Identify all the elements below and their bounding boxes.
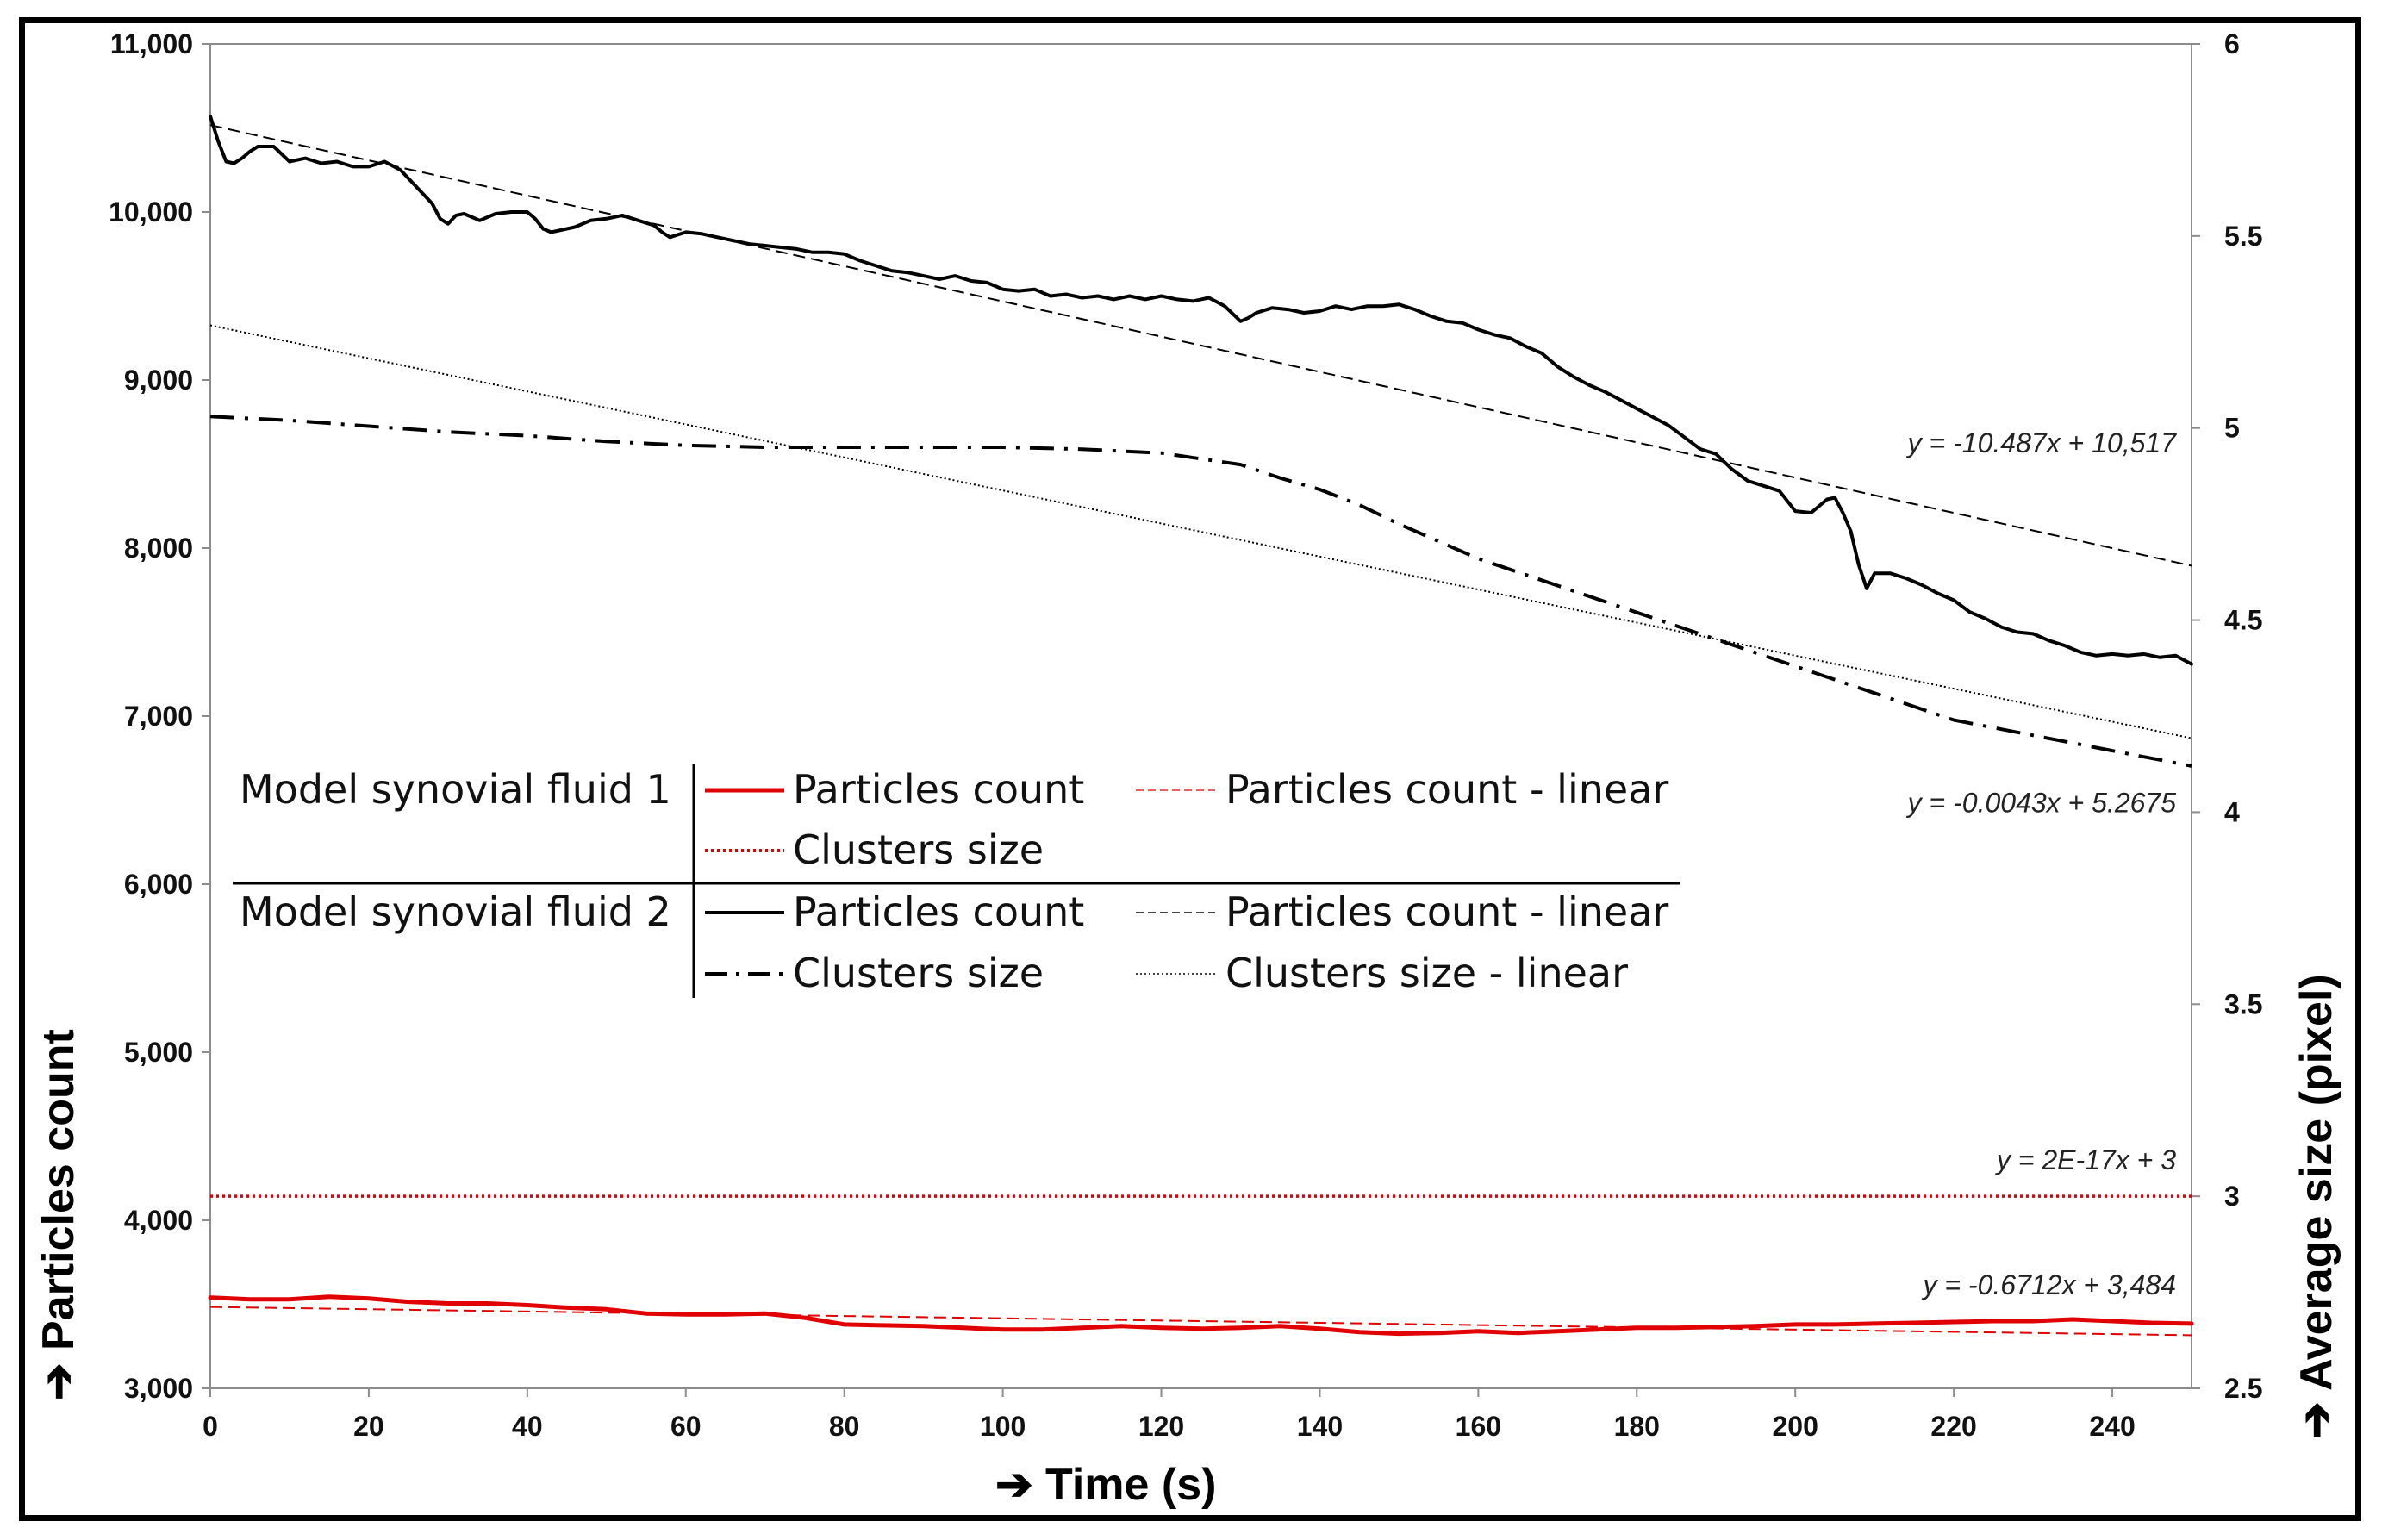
y-tick-label: 3,000	[124, 1373, 193, 1404]
x-tick-label: 80	[829, 1411, 860, 1442]
y2-tick-label: 3	[2224, 1181, 2240, 1212]
legend: Model synovial fluid 1 Model synovial fl…	[233, 764, 1680, 998]
chart-frame	[19, 17, 2361, 1521]
y2-tick-label: 4.5	[2224, 605, 2262, 636]
x-tick-label: 0	[203, 1411, 218, 1442]
tick-layer: 0 20 40 60 80 100 120 140 160 180 200 220 240 3,000 4,…	[109, 28, 2262, 1442]
x-tick-label: 60	[670, 1411, 702, 1442]
legend-label-fluid2-particles-linear: Particles count - linear	[1225, 888, 1668, 935]
legend-label-fluid2-particles: Particles count	[793, 888, 1084, 935]
series-line-2	[209, 415, 2192, 768]
series-line-1	[209, 124, 2192, 567]
y2-tick-label: 6	[2224, 28, 2240, 59]
equation-annotation: y = -0.0043x + 5.2675	[1906, 787, 2177, 818]
series-line-5	[209, 1306, 2192, 1337]
x-tick-label: 140	[1297, 1411, 1343, 1442]
legend-label-fluid1-particles: Particles count	[793, 766, 1084, 813]
plot-area	[209, 43, 2192, 1389]
legend-group-2-name: Model synovial fluid 2	[240, 888, 671, 935]
equation-annotation: y = -0.6712x + 3,484	[1921, 1269, 2176, 1300]
series-line-3	[209, 324, 2192, 739]
y2-axis-arrow-icon: ➔	[2292, 1391, 2341, 1439]
y-tick-label: 10,000	[109, 196, 193, 228]
y-tick-label: 8,000	[124, 533, 193, 564]
series-layer	[208, 114, 2194, 1337]
x-tick-label: 240	[2089, 1411, 2135, 1442]
series-line-4	[208, 1294, 2194, 1337]
x-axis-title: ➔ Time (s)	[995, 1460, 1216, 1510]
x-tick-label: 220	[1930, 1411, 1976, 1442]
legend-label-fluid2-clusters-linear: Clusters size - linear	[1225, 950, 1628, 996]
y2-tick-label: 2.5	[2224, 1373, 2262, 1404]
x-tick-label: 40	[512, 1411, 543, 1442]
legend-label-fluid1-particles-linear: Particles count - linear	[1225, 766, 1668, 813]
x-tick-label: 200	[1773, 1411, 1818, 1442]
equation-annotations: y = -10.487x + 10,517 y = -0.0043x + 5.26…	[1906, 427, 2178, 1300]
x-tick-label: 180	[1614, 1411, 1660, 1442]
equation-annotation: y = -10.487x + 10,517	[1906, 427, 2178, 458]
x-tick-label: 20	[353, 1411, 384, 1442]
plot-border	[209, 43, 2192, 1389]
series-line-0	[209, 114, 2193, 666]
y2-axis-title: ➔ Average size (pixel)	[2292, 974, 2341, 1439]
legend-label-fluid1-clusters: Clusters size	[793, 826, 1044, 873]
y-tick-label: 4,000	[124, 1205, 193, 1236]
y-axis-arrow-icon: ➔	[34, 1350, 84, 1400]
y2-tick-label: 5.5	[2224, 221, 2262, 252]
x-axis-arrow-icon: ➔	[995, 1460, 1045, 1510]
y-axis-title: ➔ Particles count	[34, 1029, 84, 1400]
y-tick-label: 9,000	[124, 365, 193, 396]
legend-group-1-name: Model synovial fluid 1	[240, 766, 671, 813]
y2-tick-label: 5	[2224, 413, 2240, 444]
y-tick-label: 11,000	[110, 28, 193, 59]
x-tick-label: 120	[1138, 1411, 1184, 1442]
y2-tick-label: 4	[2224, 796, 2240, 827]
x-tick-label: 160	[1456, 1411, 1501, 1442]
equation-annotation: y = 2E-17x + 3	[1995, 1144, 2176, 1175]
y-tick-label: 7,000	[124, 701, 193, 732]
legend-label-fluid2-clusters: Clusters size	[793, 950, 1044, 996]
y-tick-label: 6,000	[124, 869, 193, 900]
y2-tick-label: 3.5	[2224, 988, 2262, 1019]
x-tick-label: 100	[980, 1411, 1026, 1442]
y-tick-label: 5,000	[124, 1037, 193, 1068]
